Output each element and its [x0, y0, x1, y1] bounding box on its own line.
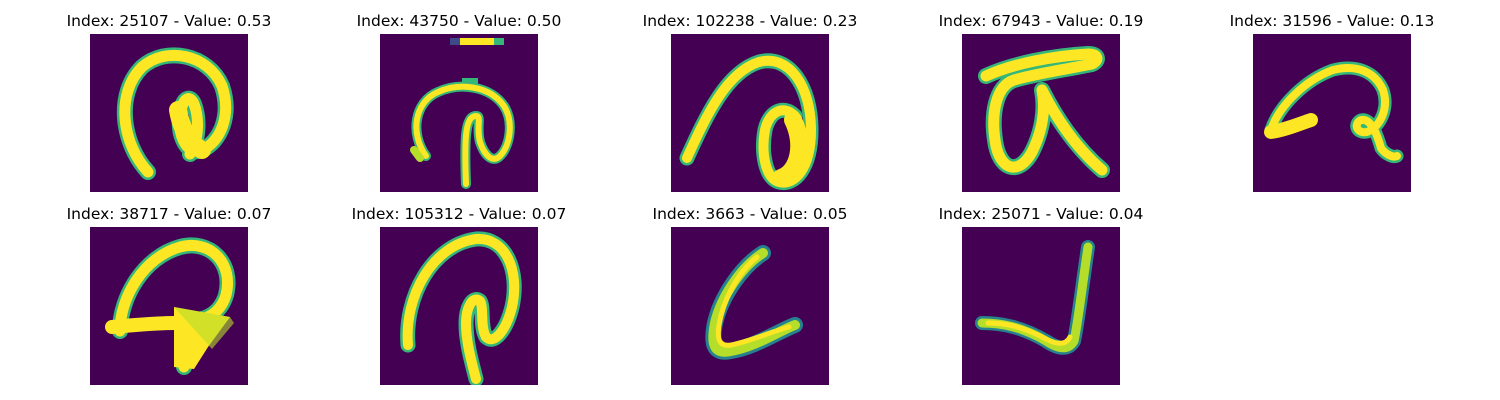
digit-image [671, 34, 829, 192]
panel-1: Index: 25107 - Value: 0.53 [67, 12, 271, 192]
panel-title: Index: 38717 - Value: 0.07 [66, 205, 272, 223]
digit-image [1253, 34, 1411, 192]
panel-4: Index: 67943 - Value: 0.19 [939, 12, 1143, 192]
panel-title: Index: 67943 - Value: 0.19 [938, 12, 1144, 30]
digit-image [380, 227, 538, 385]
digit-image [962, 34, 1120, 192]
panel-7: Index: 105312 - Value: 0.07 [352, 205, 566, 385]
digit-image [380, 34, 538, 192]
digit-image [671, 227, 829, 385]
panel-8: Index: 3663 - Value: 0.05 [653, 205, 847, 385]
panel-6: Index: 38717 - Value: 0.07 [67, 205, 271, 385]
panel-title: Index: 31596 - Value: 0.13 [1229, 12, 1435, 30]
panel-title: Index: 3663 - Value: 0.05 [652, 205, 848, 223]
panel-5: Index: 31596 - Value: 0.13 [1230, 12, 1434, 192]
digit-image [90, 34, 248, 192]
panel-title: Index: 102238 - Value: 0.23 [642, 12, 858, 30]
panel-2: Index: 43750 - Value: 0.50 [357, 12, 561, 192]
panel-title: Index: 25071 - Value: 0.04 [938, 205, 1144, 223]
panel-9: Index: 25071 - Value: 0.04 [939, 205, 1143, 385]
digit-image [962, 227, 1120, 385]
panel-title: Index: 25107 - Value: 0.53 [66, 12, 272, 30]
panel-title: Index: 43750 - Value: 0.50 [356, 12, 562, 30]
panel-3: Index: 102238 - Value: 0.23 [643, 12, 857, 192]
panel-title: Index: 105312 - Value: 0.07 [351, 205, 567, 223]
digit-image [90, 227, 248, 385]
